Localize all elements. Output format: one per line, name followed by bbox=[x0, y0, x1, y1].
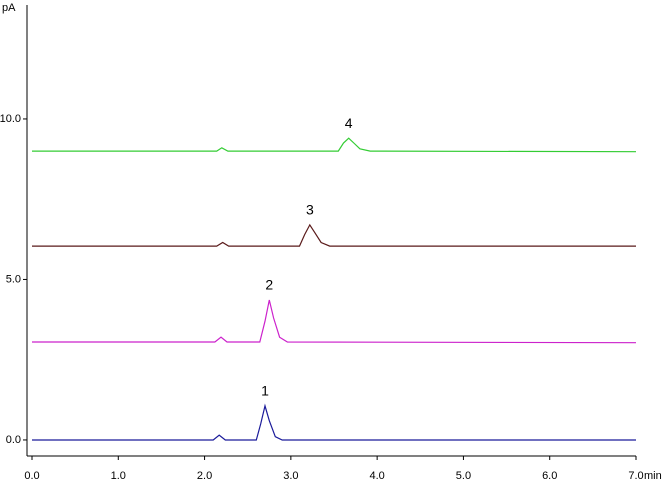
chromatogram-line bbox=[32, 299, 637, 344]
x-tick-label: 1.0 bbox=[111, 470, 126, 482]
y-tick-label: 0.0 bbox=[6, 434, 21, 446]
y-axis-label: pA bbox=[2, 2, 16, 14]
chromatogram-line bbox=[32, 137, 637, 153]
peak-label: 2 bbox=[265, 277, 273, 293]
x-tick-label: 0.0 bbox=[24, 470, 39, 482]
peak-label: 3 bbox=[306, 202, 314, 218]
chromatogram-line bbox=[32, 223, 636, 247]
x-tick-label: 4.0 bbox=[369, 470, 384, 482]
x-axis-label: min bbox=[644, 470, 662, 482]
x-tick-label: 3.0 bbox=[283, 470, 298, 482]
x-tick-label: 5.0 bbox=[456, 470, 471, 482]
y-tick-label: 10.0 bbox=[0, 113, 21, 125]
peak-label: 1 bbox=[261, 383, 269, 399]
x-tick-label: 2.0 bbox=[197, 470, 212, 482]
y-tick-label: 5.0 bbox=[6, 273, 21, 285]
chromatogram-line bbox=[32, 403, 636, 441]
peak-label: 4 bbox=[345, 115, 353, 131]
x-tick-label: 7.0 bbox=[628, 470, 643, 482]
x-tick-label: 6.0 bbox=[542, 470, 557, 482]
